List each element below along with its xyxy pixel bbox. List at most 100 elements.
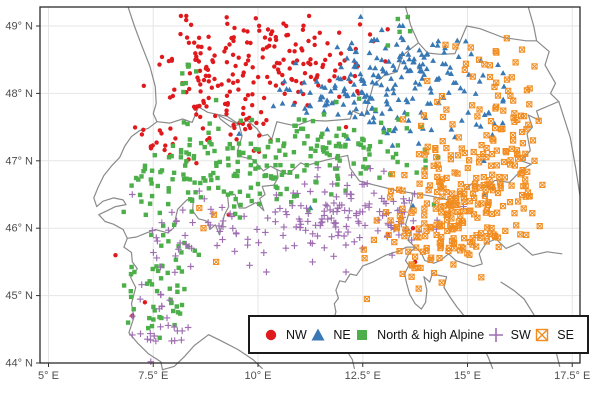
- data-point: [296, 217, 304, 225]
- data-point: [265, 74, 270, 80]
- data-point: [208, 173, 213, 178]
- data-point: [187, 71, 193, 76]
- panel-border: [39, 6, 581, 364]
- data-point: [459, 218, 466, 225]
- data-point: [447, 64, 454, 70]
- data-point: [353, 212, 360, 219]
- data-point: [281, 143, 286, 149]
- data-point: [212, 148, 217, 154]
- data-point: [165, 226, 172, 234]
- data-point: [291, 242, 298, 249]
- data-point: [415, 225, 422, 232]
- data-point: [168, 209, 176, 216]
- data-point: [454, 37, 461, 43]
- data-point: [192, 180, 197, 185]
- data-point: [225, 21, 230, 26]
- data-point: [307, 239, 314, 247]
- x-axis-tick-label: 12.5° E: [345, 370, 381, 382]
- data-point: [324, 215, 331, 223]
- data-point: [157, 291, 165, 299]
- data-point: [483, 132, 490, 139]
- data-point: [267, 37, 273, 42]
- data-point: [462, 38, 469, 44]
- y-axis-tick-label: 45° N: [5, 290, 33, 302]
- data-point: [387, 187, 395, 195]
- data-point: [178, 150, 184, 155]
- data-point: [305, 210, 312, 217]
- data-point: [427, 85, 434, 91]
- data-point: [370, 189, 378, 197]
- data-point: [251, 80, 256, 85]
- data-point: [378, 26, 385, 33]
- data-point: [241, 28, 246, 33]
- data-point: [147, 279, 152, 284]
- data-point: [405, 14, 410, 20]
- data-point: [169, 153, 174, 159]
- data-point: [462, 60, 470, 67]
- data-point: [254, 120, 259, 126]
- data-point: [458, 117, 465, 123]
- data-point: [290, 101, 297, 107]
- data-point: [253, 146, 258, 152]
- data-point: [352, 73, 358, 79]
- data-point: [205, 150, 210, 156]
- data-point: [346, 44, 353, 50]
- data-point: [380, 68, 387, 74]
- data-point: [500, 107, 507, 114]
- data-point: [273, 34, 278, 40]
- data-point: [478, 200, 485, 207]
- data-point: [294, 78, 299, 84]
- data-point: [206, 73, 212, 79]
- data-point: [150, 249, 157, 256]
- data-point: [201, 195, 208, 203]
- data-point: [438, 93, 446, 100]
- country-border-line: [93, 6, 164, 371]
- data-point: [153, 234, 160, 241]
- data-point: [421, 220, 428, 227]
- data-point: [238, 202, 243, 208]
- data-point: [508, 74, 515, 81]
- data-point: [216, 126, 221, 131]
- data-point: [213, 113, 218, 119]
- data-point: [321, 244, 328, 252]
- data-point: [226, 78, 231, 83]
- data-point: [519, 140, 526, 147]
- data-point: [289, 202, 296, 209]
- data-point: [171, 337, 178, 344]
- data-point: [320, 131, 325, 136]
- data-point: [361, 80, 368, 86]
- data-point: [373, 107, 378, 112]
- data-point: [258, 110, 264, 115]
- data-point: [219, 217, 227, 225]
- data-point: [400, 59, 407, 65]
- data-point: [457, 181, 464, 188]
- data-point: [464, 250, 471, 257]
- x-axis: 5° E 7.5° E 10° E 12.5° E 15° E 17.5° E: [38, 363, 590, 382]
- data-point: [171, 269, 179, 276]
- data-point: [196, 204, 203, 212]
- data-point: [413, 244, 420, 251]
- data-point: [157, 128, 162, 133]
- data-point: [410, 226, 416, 231]
- data-point: [305, 134, 310, 139]
- data-point: [210, 211, 218, 218]
- data-point: [233, 196, 238, 202]
- data-point: [492, 48, 499, 55]
- data-point: [343, 144, 348, 149]
- data-point: [423, 51, 430, 57]
- data-point: [209, 177, 214, 183]
- data-point: [156, 305, 163, 313]
- data-point: [334, 99, 339, 105]
- data-point: [142, 163, 148, 168]
- data-point: [261, 95, 267, 101]
- data-point: [136, 295, 144, 303]
- data-point: [157, 210, 162, 216]
- data-point: [352, 114, 358, 120]
- data-point: [495, 243, 502, 251]
- data-point: [173, 257, 179, 262]
- data-point: [200, 126, 206, 131]
- data-point: [159, 263, 164, 268]
- data-point: [306, 38, 311, 44]
- data-point: [327, 88, 334, 94]
- data-point: [324, 126, 331, 132]
